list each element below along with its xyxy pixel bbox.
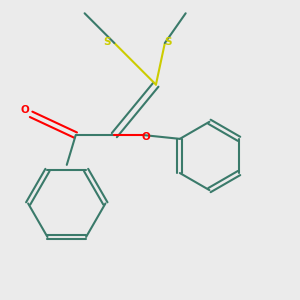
Text: S: S (103, 37, 111, 46)
Text: S: S (164, 37, 172, 46)
Text: O: O (21, 105, 29, 115)
Text: O: O (141, 132, 150, 142)
